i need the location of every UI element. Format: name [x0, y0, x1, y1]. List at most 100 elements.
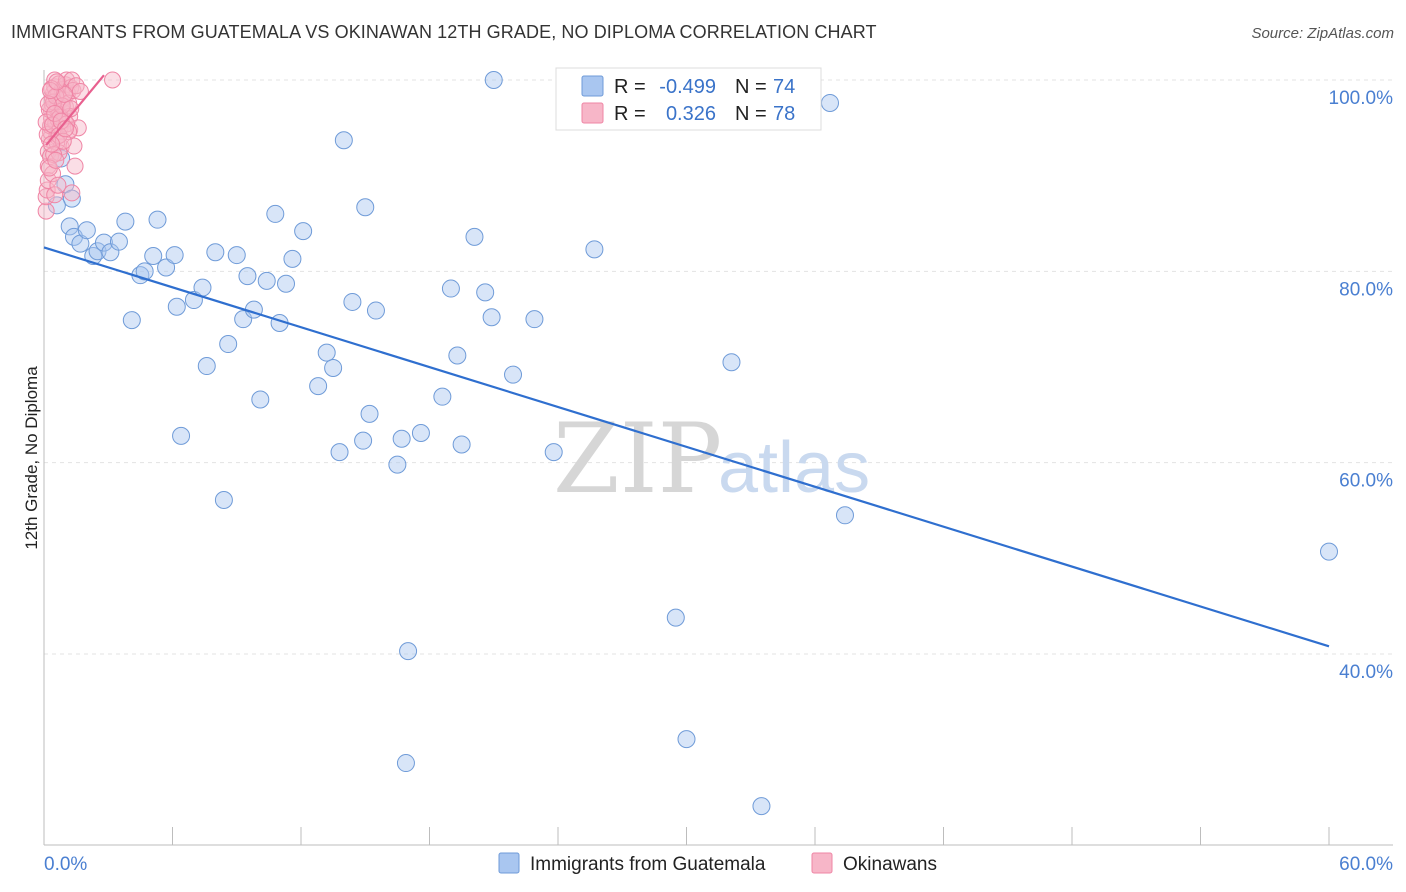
- stats-r-label-pink: R =: [614, 103, 646, 125]
- point-guatemala: [452, 435, 471, 454]
- stats-swatch-blue: [581, 75, 604, 97]
- series-guatemala-points: [47, 71, 1338, 816]
- stats-r-value-blue: -0.499: [659, 76, 716, 98]
- point-okinawans: [39, 95, 57, 113]
- point-okinawans: [42, 135, 60, 153]
- point-guatemala: [251, 390, 270, 409]
- point-guatemala: [206, 243, 225, 262]
- point-guatemala: [197, 357, 216, 376]
- point-guatemala: [309, 377, 328, 396]
- trendline-okinawans: [45, 74, 105, 146]
- point-okinawans: [71, 82, 89, 100]
- point-okinawans: [55, 85, 73, 103]
- point-okinawans: [48, 73, 66, 91]
- point-guatemala: [334, 131, 353, 150]
- point-guatemala: [396, 754, 415, 773]
- watermark: ZIP atlas: [553, 403, 870, 515]
- point-guatemala: [294, 222, 313, 241]
- y-tick-labels: 40.0% 60.0% 80.0% 100.0%: [1329, 88, 1394, 683]
- point-guatemala: [1320, 542, 1338, 561]
- point-guatemala: [399, 642, 418, 661]
- point-guatemala: [366, 301, 385, 320]
- stats-n-label-pink: N =: [735, 103, 767, 125]
- point-guatemala: [666, 608, 685, 627]
- point-guatemala: [544, 443, 563, 462]
- stats-n-value-blue: 74: [773, 76, 795, 98]
- stats-swatch-pink: [581, 102, 604, 124]
- axes: [43, 70, 1393, 846]
- source-label: Source: ZipAtlas.com: [1251, 25, 1394, 42]
- point-guatemala: [677, 730, 696, 749]
- point-okinawans: [66, 157, 84, 175]
- y-tick-label: 40.0%: [1339, 662, 1393, 683]
- x-tick-label-min: 0.0%: [44, 854, 87, 875]
- stats-n-value-pink: 78: [773, 103, 795, 125]
- legend-label-okinawans: Okinawans: [843, 854, 937, 875]
- y-tick-label: 100.0%: [1329, 88, 1394, 109]
- stats-box: R = -0.499 N = 74 R = 0.326 N = 78: [555, 67, 822, 131]
- point-guatemala: [62, 189, 81, 208]
- point-guatemala: [585, 240, 604, 259]
- point-guatemala: [484, 71, 503, 89]
- point-guatemala: [214, 490, 233, 509]
- stats-r-value-pink: 0.326: [666, 103, 716, 125]
- series-okinawans-points: [37, 71, 122, 220]
- trendline-guatemala: [43, 246, 1330, 648]
- point-okinawans: [47, 151, 65, 169]
- point-guatemala: [109, 232, 128, 251]
- point-guatemala: [77, 221, 96, 240]
- x-tick-labels: 0.0% 60.0%: [44, 854, 1393, 875]
- point-guatemala: [433, 387, 452, 406]
- point-guatemala: [343, 292, 362, 311]
- point-guatemala: [238, 267, 257, 286]
- point-guatemala: [356, 198, 375, 217]
- point-guatemala: [448, 346, 467, 365]
- point-guatemala: [330, 443, 349, 462]
- point-guatemala: [820, 93, 839, 112]
- watermark-atlas: atlas: [718, 428, 870, 508]
- point-okinawans: [52, 112, 70, 130]
- point-guatemala: [476, 283, 495, 302]
- point-okinawans: [37, 188, 55, 206]
- point-guatemala: [94, 233, 113, 252]
- legend: Immigrants from Guatemala Okinawans: [498, 852, 937, 875]
- point-guatemala: [324, 358, 343, 377]
- watermark-zip: ZIP: [553, 403, 722, 515]
- y-axis-label: 12th Grade, No Diploma: [22, 366, 41, 550]
- point-guatemala: [227, 246, 246, 265]
- legend-swatch-okinawans: [811, 852, 833, 874]
- point-okinawans: [41, 82, 59, 100]
- point-guatemala: [167, 297, 186, 316]
- point-guatemala: [277, 274, 296, 293]
- point-guatemala: [360, 404, 379, 423]
- point-guatemala: [144, 247, 163, 266]
- point-guatemala: [157, 258, 176, 277]
- point-okinawans: [46, 186, 64, 204]
- stats-r-label-blue: R =: [614, 76, 646, 98]
- point-guatemala: [135, 262, 154, 281]
- point-okinawans: [37, 202, 55, 220]
- point-guatemala: [441, 279, 460, 298]
- point-guatemala: [148, 210, 167, 229]
- point-guatemala: [122, 311, 141, 330]
- grid-lines: [44, 79, 1393, 655]
- stats-n-label-blue: N =: [735, 76, 767, 98]
- point-guatemala: [465, 227, 484, 246]
- trend-lines: [43, 74, 1330, 648]
- point-guatemala: [193, 278, 212, 297]
- point-guatemala: [388, 455, 407, 474]
- point-guatemala: [116, 212, 135, 231]
- point-guatemala: [257, 271, 276, 290]
- point-guatemala: [317, 343, 336, 362]
- point-guatemala: [835, 506, 854, 525]
- y-tick-label: 60.0%: [1339, 471, 1393, 492]
- point-okinawans: [104, 71, 122, 89]
- x-tick-label-max: 60.0%: [1339, 854, 1393, 875]
- point-guatemala: [266, 204, 285, 223]
- point-guatemala: [525, 310, 544, 329]
- point-guatemala: [219, 335, 238, 354]
- point-guatemala: [392, 429, 411, 448]
- legend-label-guatemala: Immigrants from Guatemala: [530, 854, 766, 875]
- point-guatemala: [411, 424, 430, 443]
